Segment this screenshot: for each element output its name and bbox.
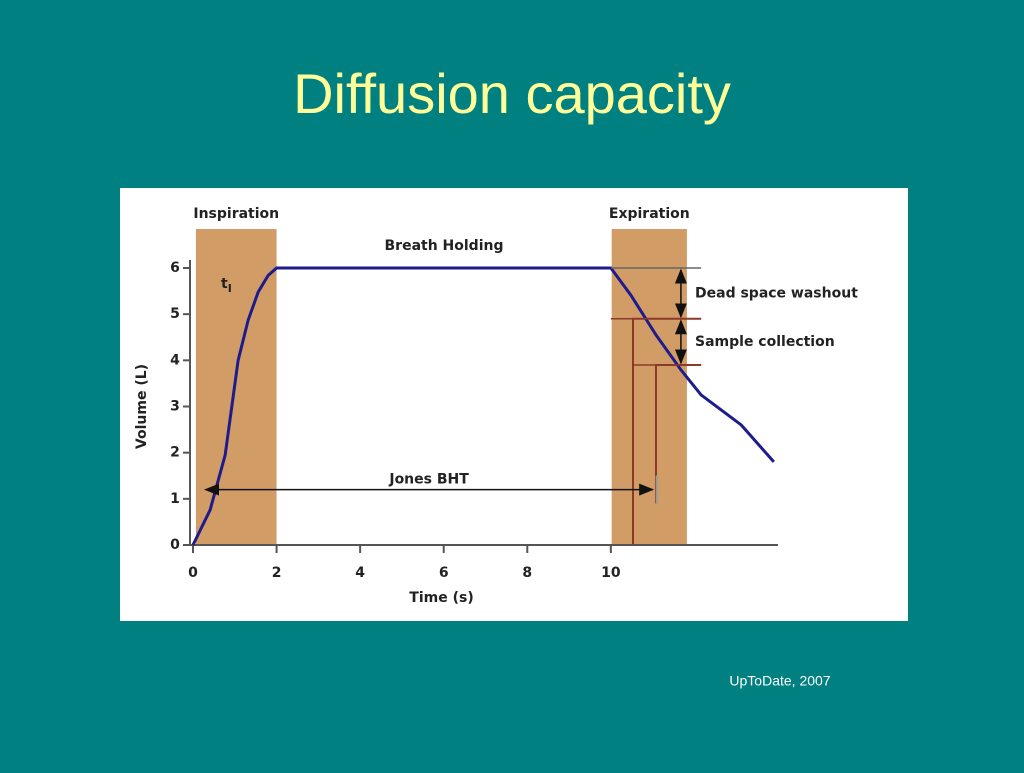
x-axis-label: Time (s) <box>409 590 473 606</box>
x-tick-label: 2 <box>272 565 282 581</box>
y-tick-label: 4 <box>170 352 180 368</box>
x-tick-label: 0 <box>188 565 198 581</box>
x-tick-label: 10 <box>601 565 621 581</box>
t-label: tI <box>221 276 232 295</box>
phase-band <box>611 229 687 545</box>
x-tick-label: 6 <box>439 565 449 581</box>
t-main: t <box>221 276 228 292</box>
hold-label: Breath Holding <box>385 238 504 254</box>
x-tick-label: 8 <box>522 565 532 581</box>
y-axis-label: Volume (L) <box>134 364 150 449</box>
phase-label: Inspiration <box>193 206 279 222</box>
y-tick-label: 5 <box>170 306 180 322</box>
t-sub: I <box>228 282 232 295</box>
plot: Inspiration Expiration 0 1 2 3 4 5 6 0 2 4 6 8 10 Time … <box>134 206 858 606</box>
x-tick-label: 4 <box>355 565 365 581</box>
phase-label: Expiration <box>609 206 690 222</box>
phase-band <box>195 229 277 545</box>
interval-label: Dead space washout <box>695 285 858 301</box>
slide-title: Diffusion capacity <box>293 62 731 125</box>
interval-label: Sample collection <box>695 334 835 350</box>
y-tick-label: 0 <box>170 537 180 553</box>
y-tick-label: 1 <box>170 491 180 507</box>
source: UpToDate, 2007 <box>729 673 830 689</box>
y-tick-label: 6 <box>170 260 180 276</box>
volume-line <box>191 266 775 546</box>
y-tick-label: 3 <box>170 399 180 415</box>
jones-label: Jones BHT <box>388 472 469 488</box>
y-tick-label: 2 <box>170 445 180 461</box>
